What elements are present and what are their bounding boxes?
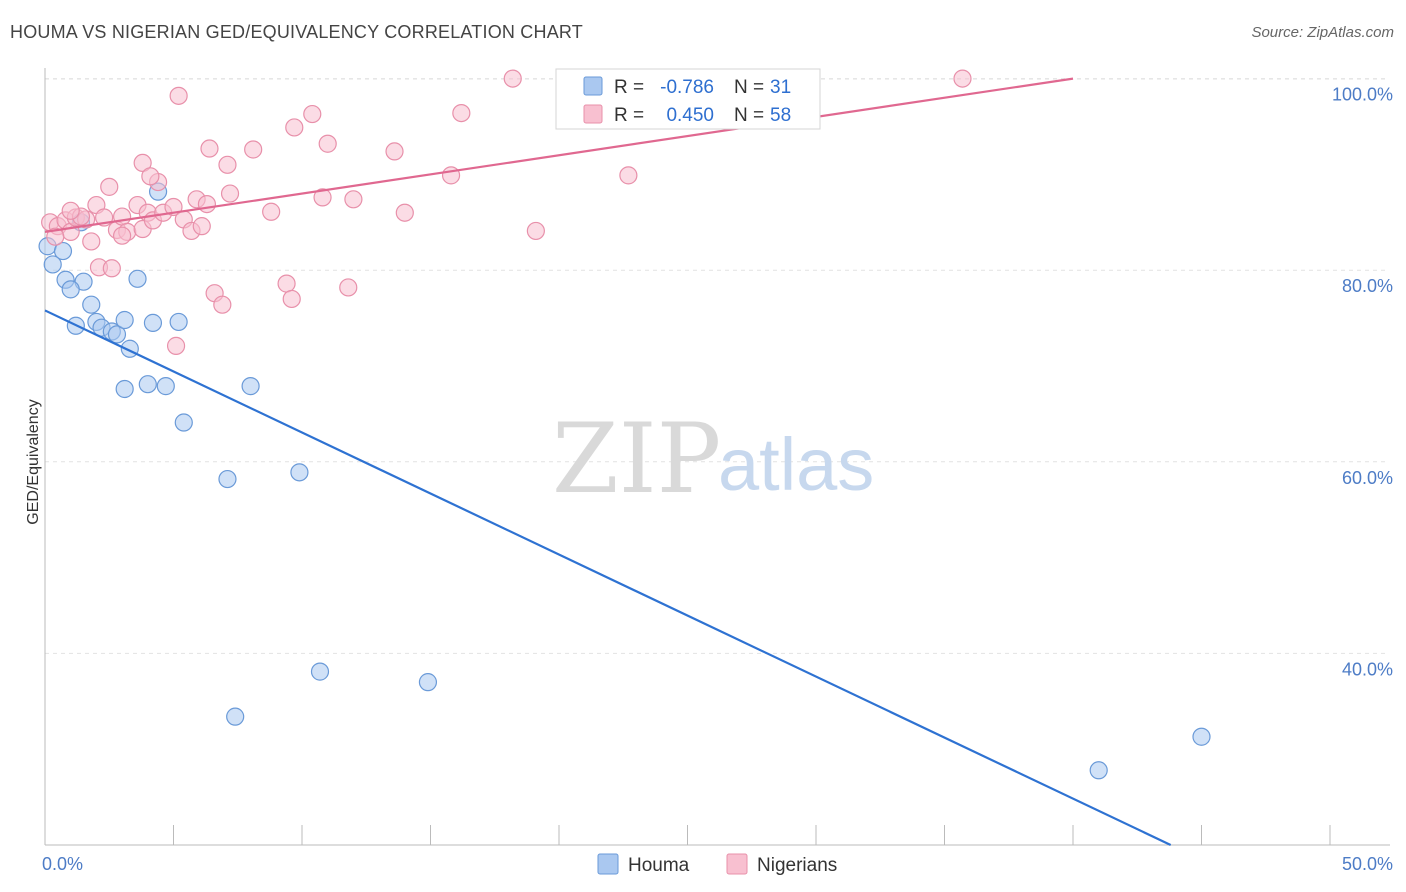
nigerians-point [339,278,358,297]
houma-point [218,469,237,489]
legend-r-label: R = [614,77,644,98]
nigerians-point [166,336,186,355]
y-tick-label: 60.0% [1342,468,1393,488]
houma-point [169,312,188,332]
trend-lines [44,77,1172,846]
nigerians-point [262,202,281,221]
nigerians-point [133,153,152,173]
nigerians-point [169,86,188,105]
nigerians-point [318,134,337,153]
legend-n-label: N = [734,105,764,126]
houma-point [115,379,134,399]
nigerians-point [452,103,471,123]
watermark-atlas: atlas [718,423,874,506]
bottom-legend-swatch [597,853,619,875]
houma-point [138,375,157,394]
legend-swatch [583,76,603,96]
nigerians-point [395,203,414,222]
watermark-zip: ZIP [552,403,721,515]
bottom-legend-label: Nigerians [757,855,837,876]
nigerians-point [218,155,237,174]
legend-r-value: -0.786 [660,77,714,98]
legend-n-value: 31 [770,77,791,98]
houma-point [156,377,175,396]
bottom-legend-label: Houma [628,855,690,876]
houma-point [53,241,73,261]
houma-point [128,269,147,288]
nigerians-point [313,188,332,207]
watermark: ZIP atlas [552,403,874,515]
y-axis-label: GED/Equivalency [25,399,42,524]
nigerians-point [112,207,132,226]
nigerians-point [100,177,119,196]
nigerians-point [503,69,522,88]
y-tick-label: 100.0% [1332,85,1393,105]
legend-n-label: N = [734,77,764,98]
nigerians-point [61,201,80,220]
nigerians-point [220,184,240,203]
nigerians-point [285,118,304,137]
chart-title: HOUMA VS NIGERIAN GED/EQUIVALENCY CORREL… [10,22,583,42]
nigerians-point [244,140,263,159]
bottom-legend-swatch [726,853,748,875]
x-tick-label-min: 0.0% [42,854,83,874]
houma-trend-line [44,309,1172,846]
nigerians-point [141,167,160,186]
nigerians-point [344,190,363,209]
legend-swatch [583,104,603,124]
y-tick-label: 40.0% [1342,659,1393,679]
houma-point [418,673,438,692]
chart-source: Source: ZipAtlas.com [1251,24,1394,41]
nigerians-point [192,217,211,236]
grid-lines [45,78,1385,654]
houma-point [107,325,127,344]
houma-point [310,662,330,681]
houma-point [115,310,134,330]
series-legend: Houma Nigerians [597,853,837,876]
houma-point [61,280,80,299]
nigerians-point [619,166,638,185]
houma-point [241,377,260,396]
y-tick-labels: 40.0% 60.0% 80.0% 100.0% [1332,85,1393,680]
houma-point [1192,727,1211,746]
nigerians-point [82,232,101,251]
houma-point [290,463,309,482]
nigerians-point [200,139,219,158]
x-tick-labels: 0.0% 50.0% [42,854,1393,874]
nigerians-point [385,142,404,161]
legend-r-label: R = [614,105,644,126]
nigerians-point [213,295,232,314]
legend-n-value: 58 [770,105,791,126]
nigerians-point [46,227,65,246]
nigerians-trend-line [44,77,1074,233]
y-tick-label: 80.0% [1342,276,1393,296]
houma-point [174,413,193,432]
nigerians-point [282,289,301,309]
nigerians-point [953,69,972,88]
nigerians-point [112,226,132,245]
nigerians-point [102,259,121,278]
axes [44,68,1390,846]
nigerians-point [526,221,545,241]
houma-point [143,313,163,332]
houma-point [226,707,245,726]
nigerians-point [303,104,322,124]
legend-r-value: 0.450 [666,105,714,126]
houma-point [43,255,62,274]
houma-point [82,295,101,314]
x-tick-label-max: 50.0% [1342,854,1393,874]
houma-point [1089,761,1108,780]
nigerians-point [197,194,217,214]
correlation-legend: R = -0.786 N = 31 R = 0.450 N = 58 [555,68,821,130]
nigerians-point [277,274,296,293]
